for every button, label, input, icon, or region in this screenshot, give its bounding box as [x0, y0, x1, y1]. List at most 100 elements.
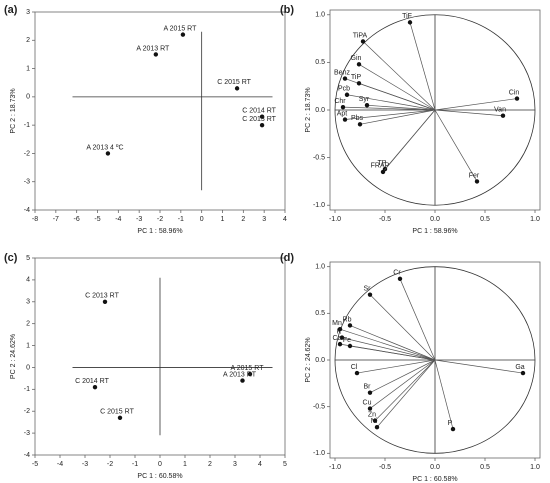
y-tick-label: -1 [24, 386, 30, 393]
point [367, 406, 373, 411]
point [372, 418, 378, 423]
point-label: Pcb [338, 86, 350, 93]
point-label: Gin [351, 55, 362, 62]
point [364, 103, 370, 108]
loading-vector [399, 278, 436, 361]
loading-vector [349, 345, 436, 361]
point [347, 323, 353, 328]
point [92, 384, 98, 390]
point [367, 390, 373, 395]
point [344, 92, 350, 97]
point [407, 20, 413, 25]
point-label: Ni [371, 418, 378, 425]
point-label: TiF [402, 13, 412, 20]
point [514, 96, 520, 101]
point [240, 378, 245, 383]
point [337, 341, 343, 347]
y-tick-label: -2 [24, 408, 30, 415]
x-tick-label: -0.5 [379, 216, 391, 223]
x-tick-label: -1.0 [329, 216, 341, 223]
loading-vector [434, 109, 478, 182]
y-tick-label: 2 [26, 321, 30, 328]
point [117, 415, 123, 420]
point-label: Cl [351, 364, 358, 371]
point-label: C 2013 RT [242, 116, 276, 123]
x-tick-label: -5 [32, 461, 38, 468]
y-tick-label: -3 [24, 430, 30, 437]
point-label: Chr [334, 98, 346, 105]
x-tick-label: 4 [258, 461, 262, 468]
x-tick-label: -8 [32, 216, 38, 223]
point [247, 371, 253, 377]
y-tick-label: 1.0 [315, 12, 325, 19]
point [234, 86, 240, 91]
loading-vector [362, 41, 436, 111]
point-label: Br [364, 384, 372, 391]
point [347, 343, 353, 349]
y-tick-label: 2 [26, 37, 30, 44]
x-tick-label: 3 [262, 216, 266, 223]
y-tick-label: 0.0 [315, 357, 325, 364]
point [380, 169, 386, 175]
loading-vector [359, 109, 436, 125]
loading-vector [339, 328, 436, 361]
y-tick-label: 3 [26, 299, 30, 306]
point-label: A 2013 RT [136, 45, 170, 52]
loading-vector [374, 359, 436, 421]
point-label: Ca [333, 335, 342, 342]
loading-vector [356, 359, 436, 374]
loading-vector [434, 98, 518, 111]
x-tick-label: -6 [74, 216, 80, 223]
panel-label: (b) [280, 4, 294, 16]
x-tick-label: -1.0 [329, 464, 341, 471]
point-label: C 2015 RT [100, 409, 134, 416]
point [450, 426, 456, 432]
point [102, 299, 108, 304]
point-label: A 2015 RT [231, 365, 265, 372]
y-tick-label: -1.0 [313, 450, 325, 457]
point-label: Cu [363, 399, 372, 406]
point [105, 151, 111, 156]
loading-vector [369, 359, 436, 409]
x-tick-label: 0 [158, 461, 162, 468]
point-label: Benz [334, 69, 350, 76]
loading-vector [434, 359, 524, 374]
x-tick-label: -1 [178, 216, 184, 223]
loading-vector [409, 22, 436, 111]
loading-vector [434, 109, 504, 117]
x-tick-label: -0.5 [379, 464, 391, 471]
loading-vector [358, 83, 436, 111]
point [259, 114, 265, 119]
x-tick-label: 0.0 [430, 216, 440, 223]
x-tick-label: 5 [283, 461, 287, 468]
loading-vector [366, 104, 436, 111]
point [342, 117, 348, 122]
x-tick-label: -5 [94, 216, 100, 223]
point-label: A 2013 4 ºC [86, 144, 123, 151]
x-tick-label: -2 [157, 216, 163, 223]
loading-vector [369, 294, 436, 361]
x-tick-label: 4 [283, 216, 287, 223]
x-tick-label: 0.5 [480, 464, 490, 471]
y-tick-label: 1 [26, 65, 30, 72]
point-label: Zn [368, 412, 376, 419]
loading-vector [369, 359, 436, 393]
x-tick-label: 1 [183, 461, 187, 468]
x-tick-label: -3 [82, 461, 88, 468]
loading-vector [376, 359, 436, 428]
x-tick-label: -2 [107, 461, 113, 468]
x-axis-title: PC 1 : 60.58% [412, 476, 457, 483]
point-label: Cr [393, 270, 401, 277]
x-tick-label: -7 [53, 216, 59, 223]
point [357, 122, 363, 127]
point-label: C 2014 RT [75, 378, 109, 385]
y-axis-title: PC 2 : 18.73% [10, 88, 17, 133]
y-tick-label: -1.0 [313, 202, 325, 209]
point-label: Syr [359, 96, 370, 103]
y-tick-label: -1 [24, 122, 30, 129]
point-label: P [448, 420, 453, 427]
y-tick-label: 0.5 [315, 310, 325, 317]
point [354, 370, 360, 376]
y-axis-title: PC 2 : 24.62% [10, 334, 17, 379]
